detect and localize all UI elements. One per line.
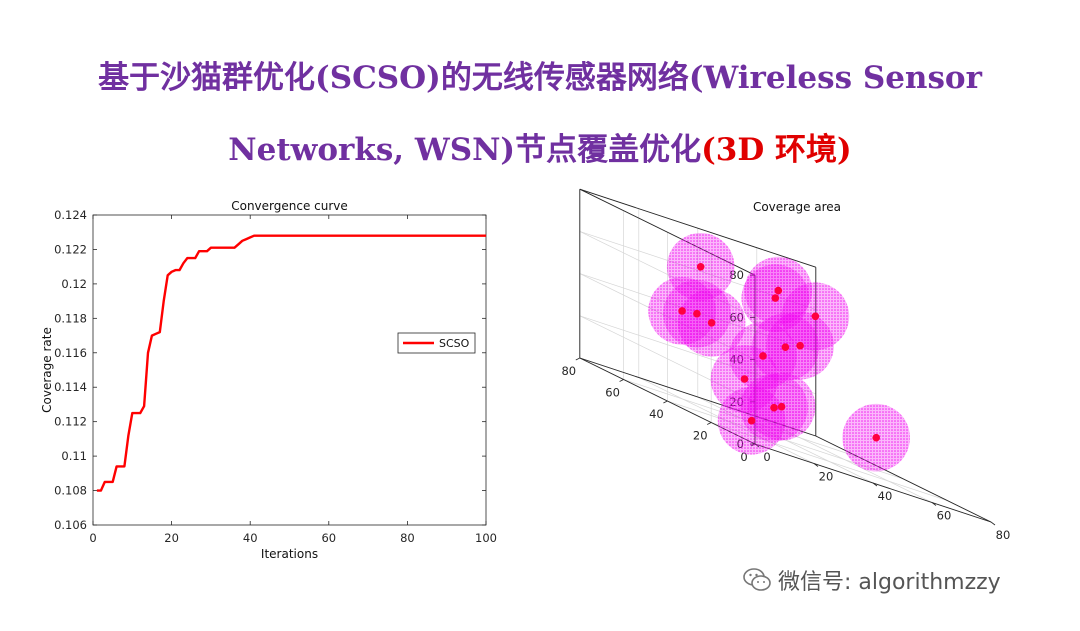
sensor-node (872, 433, 880, 442)
sensor-node (707, 319, 716, 327)
x-tick (813, 463, 819, 467)
y-axis-label: Coverage rate (40, 327, 54, 413)
x-tick-label: 20 (164, 531, 179, 545)
y-tick-label: 0.116 (54, 346, 87, 360)
sensor-node (693, 309, 701, 318)
y-tick-label: 80 (561, 364, 576, 378)
y-tick-label: 0 (740, 450, 747, 464)
y-tick-label: 0.106 (54, 518, 87, 532)
y-tick-label: 20 (693, 429, 708, 443)
sensor-node (759, 352, 767, 360)
sensor-node (740, 375, 749, 383)
y-tick-label: 0.11 (61, 449, 87, 463)
y-tick-label: 0.112 (54, 415, 87, 429)
legend-label-scso: SCSO (439, 337, 470, 350)
page-title-line-2-main: Networks, WSN)节点覆盖优化 (228, 132, 702, 168)
x-tick-label: 0 (89, 531, 96, 545)
page-title-line-2-highlight: (3D 环境) (701, 132, 852, 168)
y-tick-label: 0.108 (54, 484, 87, 498)
y-tick (663, 400, 668, 404)
x-tick-label: 60 (321, 531, 336, 545)
x-tick-label: 20 (819, 470, 834, 484)
legend-box (397, 332, 476, 354)
chart-title: Coverage area (753, 200, 841, 214)
x-tick-label: 80 (996, 528, 1011, 542)
series-line-scso (96, 234, 486, 492)
sensor-node (770, 403, 778, 412)
box-edge (579, 188, 816, 268)
chart-title: Convergence curve (231, 199, 348, 213)
sensor-node (811, 312, 820, 321)
sensor-node (771, 294, 780, 302)
y-tick-label: 0.12 (61, 277, 87, 291)
y-tick-label: 0.122 (54, 242, 87, 256)
sensor-node (678, 307, 686, 315)
x-tick-label: 40 (243, 531, 258, 545)
wechat-icon (742, 567, 772, 599)
x-tick-label: 0 (763, 450, 770, 464)
y-tick-label: 0.118 (54, 311, 87, 325)
y-tick-label: 40 (649, 407, 664, 421)
x-tick-label: 100 (475, 531, 497, 545)
x-axis-label: Iterations (261, 547, 318, 561)
sensor-node (777, 402, 786, 411)
x-tick-label: 60 (937, 509, 952, 523)
sensor-node (796, 341, 804, 350)
y-tick (707, 422, 712, 425)
x-tick (872, 482, 878, 487)
y-tick-label: 0.124 (54, 208, 87, 222)
sensor-node (696, 263, 705, 271)
y-tick-label: 0.114 (54, 380, 87, 394)
watermark-text: 微信号: algorithmzzy (778, 570, 1001, 595)
x-tick-label: 80 (400, 531, 415, 545)
sensor-node (774, 286, 783, 295)
sensor-node (747, 416, 756, 425)
watermark: 微信号: algorithmzzy (742, 564, 1001, 599)
sensor-node (781, 343, 790, 352)
x-tick-label: 40 (878, 489, 893, 503)
y-tick-label: 60 (605, 386, 620, 400)
y-tick (619, 379, 624, 382)
x-tick (990, 521, 996, 526)
plot-area (92, 214, 487, 526)
page-title-line-1: 基于沙猫群优化(SCSO)的无线传感器网络(Wireless Sensor (98, 60, 982, 96)
x-tick (931, 502, 937, 506)
page-title-line-2: Networks, WSN)节点覆盖优化(3D 环境) (0, 124, 1080, 169)
y-tick (575, 357, 580, 361)
